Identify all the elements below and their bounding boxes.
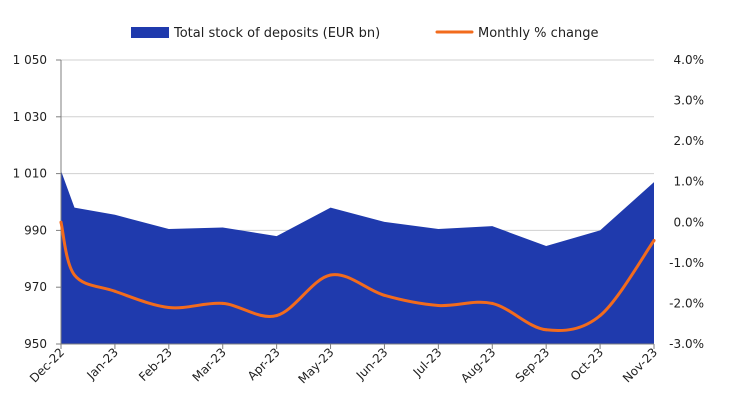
line-point-Jan-23 bbox=[113, 289, 117, 293]
x-tick-label: Jul-23 bbox=[410, 345, 445, 380]
line-series bbox=[59, 220, 656, 333]
line-point-Aug-23 bbox=[490, 301, 494, 305]
area-deposits bbox=[61, 170, 654, 344]
left-tick-label: 1 050 bbox=[13, 53, 47, 67]
line-point-Nov-23 bbox=[652, 239, 656, 243]
line-point-Mar-23 bbox=[221, 301, 225, 305]
x-tick-label: Oct-23 bbox=[568, 345, 606, 383]
left-tick-label: 1 010 bbox=[13, 167, 47, 181]
right-tick-label: 1.0% bbox=[674, 175, 705, 189]
left-tick-label: 970 bbox=[24, 280, 47, 294]
x-tick-label: Jan-23 bbox=[83, 345, 121, 383]
left-tick-label: 990 bbox=[24, 223, 47, 237]
right-tick-label: -2.0% bbox=[669, 296, 704, 310]
x-tick-label: May-23 bbox=[296, 345, 337, 386]
x-tick-label: Dec-22 bbox=[27, 345, 67, 385]
axes bbox=[56, 59, 655, 349]
line-point-Jul-23 bbox=[436, 303, 440, 307]
right-tick-label: -3.0% bbox=[669, 337, 704, 351]
right-axis-ticks: -3.0% -2.0% -1.0% 0.0% 1.0% 2.0% 3.0% 4.0% bbox=[669, 53, 704, 351]
line-point-May-23 bbox=[329, 273, 333, 277]
legend-label-monthly-change: Monthly % change bbox=[478, 26, 599, 41]
x-tick-label: Mar-23 bbox=[190, 345, 229, 384]
right-tick-label: 3.0% bbox=[674, 94, 705, 108]
x-tick-label: Aug-23 bbox=[458, 345, 498, 385]
line-point-Apr-23 bbox=[275, 314, 279, 318]
x-tick-label: Feb-23 bbox=[136, 345, 175, 384]
right-tick-label: 4.0% bbox=[674, 53, 705, 67]
legend: Total stock of deposits (EUR bn) Monthly… bbox=[131, 26, 599, 41]
x-tick-label: Nov-23 bbox=[620, 345, 660, 385]
line-point-Oct-23 bbox=[598, 314, 602, 318]
left-tick-label: 1 030 bbox=[13, 110, 47, 124]
legend-item-monthly-change: Monthly % change bbox=[435, 26, 599, 41]
line-point-Dec-22 bbox=[59, 220, 63, 224]
left-tick-label: 950 bbox=[24, 337, 47, 351]
right-tick-label: 0.0% bbox=[674, 215, 705, 229]
legend-item-deposits: Total stock of deposits (EUR bn) bbox=[131, 26, 380, 41]
x-tick-label: Jun-23 bbox=[353, 345, 391, 383]
left-axis-ticks: 950 970 990 1 010 1 030 1 050 bbox=[13, 53, 47, 351]
line-point-Feb-23 bbox=[167, 305, 171, 309]
line-point-Jun-23 bbox=[382, 293, 386, 297]
right-tick-label: -1.0% bbox=[669, 256, 704, 270]
line-point-Sep-23 bbox=[544, 328, 548, 332]
legend-label-deposits: Total stock of deposits (EUR bn) bbox=[173, 26, 380, 41]
area-series bbox=[61, 170, 654, 344]
x-tick-label: Sep-23 bbox=[513, 345, 553, 385]
x-axis-ticks: Dec-22 Jan-23 Feb-23 Mar-23 Apr-23 May-23 Jun-… bbox=[27, 345, 660, 386]
legend-swatch-deposits bbox=[131, 27, 169, 38]
right-tick-label: 2.0% bbox=[674, 134, 705, 148]
x-tick-label: Apr-23 bbox=[245, 345, 283, 383]
